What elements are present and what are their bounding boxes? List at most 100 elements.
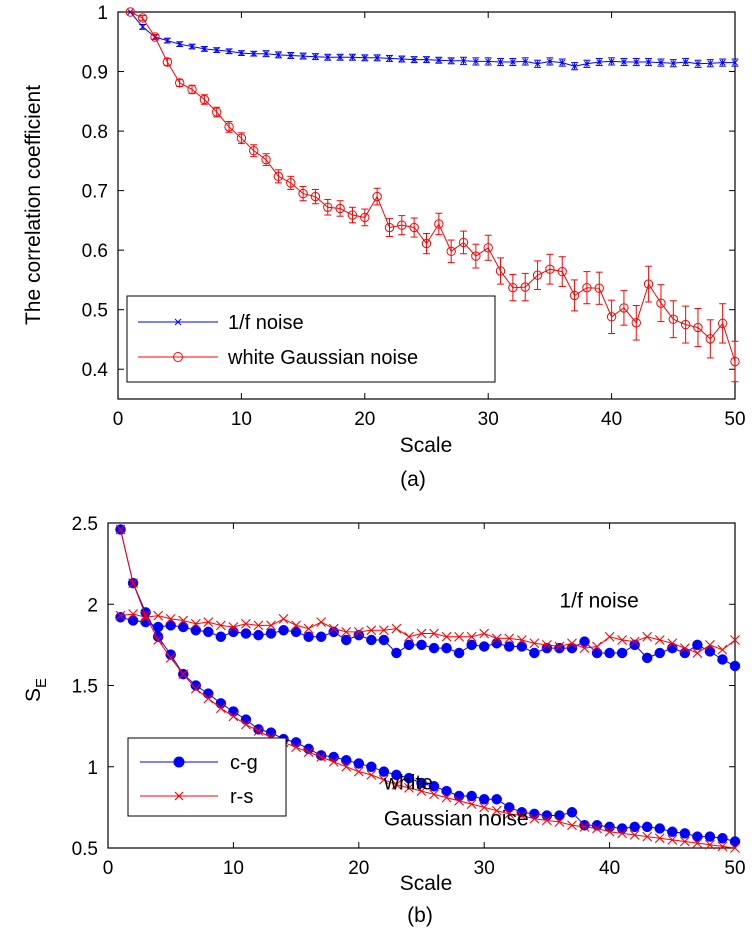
b-series-2-point <box>491 794 502 805</box>
b-series-1-point <box>391 623 402 634</box>
a-series-0-point <box>411 56 418 63</box>
panel-b-legend-box <box>127 737 287 817</box>
a-series-1-point <box>372 191 382 202</box>
a-series-1-point <box>471 251 481 261</box>
b-xtick-label: 0 <box>103 858 114 879</box>
a-series-1-point <box>397 220 407 230</box>
panel-b-caption: (b) <box>407 904 433 927</box>
b-series-2-point <box>378 766 390 777</box>
b-series-1-point <box>153 610 164 621</box>
b-series-3-point <box>717 841 728 852</box>
b-series-1-point <box>667 638 678 649</box>
b-series-0-point <box>278 625 289 636</box>
panel-a-axes-frame <box>117 11 736 400</box>
b-series-0-point <box>341 634 352 646</box>
a-series-1-point <box>656 298 666 308</box>
a-series-0-point <box>608 58 615 65</box>
b-series-3-point <box>404 782 414 793</box>
b-series-3-point <box>366 769 377 780</box>
b-series-1-point <box>128 609 138 619</box>
b-xtick-label: 40 <box>599 858 620 879</box>
b-series-1-point <box>491 633 502 644</box>
a-series-1-point <box>730 356 740 367</box>
b-series-1-point <box>341 626 352 637</box>
b-series-3-point <box>730 843 740 853</box>
b-ytick-label: 0.5 <box>72 839 98 860</box>
a-series-0-point <box>226 48 232 55</box>
b-xtick-label: 30 <box>474 858 495 879</box>
b-series-2-point <box>554 810 565 821</box>
b-series-1-point <box>730 635 740 645</box>
a-series-0-point <box>584 60 590 67</box>
b-series-1-point <box>115 610 126 621</box>
b-series-1-point <box>504 633 515 644</box>
a-series-1-point <box>286 178 296 188</box>
a-series-1-point <box>495 266 506 276</box>
b-series-1-point <box>291 620 301 631</box>
a-xtick-label: 20 <box>354 409 375 430</box>
b-series-3-point <box>253 726 264 736</box>
b-series-0-point <box>215 631 227 642</box>
b-series-2-point <box>566 807 578 818</box>
panel-a-legend: 1/f noise white Gaussian noise <box>126 295 496 383</box>
b-series-2-point <box>579 820 590 831</box>
b-series-1-point <box>604 631 615 642</box>
a-xtick-label: 30 <box>478 409 499 430</box>
b-series-1-point <box>642 631 653 642</box>
b-series-2-point <box>215 698 227 709</box>
panel-a-correlation-chart: 0 10 20 30 40 50 0.4 0.5 0.6 0.7 0.8 0.9 1 Scale The… <box>22 3 746 491</box>
a-series-1-point <box>520 282 530 292</box>
panel-b-xlabel: Scale <box>400 872 453 895</box>
a-series-1-point <box>273 171 284 182</box>
a-series-1-point <box>421 238 432 249</box>
a-series-0-point <box>201 46 208 52</box>
b-series-3-point <box>542 815 552 826</box>
b-series-2-point <box>504 802 515 813</box>
b-series-1-point <box>529 638 540 649</box>
a-series-1-point <box>137 13 148 23</box>
a-series-0-point <box>349 54 356 61</box>
b-series-1-point <box>266 620 276 631</box>
b-series-2-point <box>416 777 427 789</box>
b-series-1-point <box>579 643 590 654</box>
b-series-2-point <box>541 810 553 821</box>
a-series-0-point <box>176 41 183 48</box>
a-series-0-point <box>287 52 294 59</box>
a-series-1-point <box>335 203 345 214</box>
a-series-0-point <box>435 57 442 64</box>
b-series-2-point <box>190 680 202 691</box>
b-series-3-point <box>391 779 402 790</box>
b-series-0-point <box>391 647 402 659</box>
b-series-1-point <box>316 617 327 628</box>
panel-a-xlabel: Scale <box>400 434 453 457</box>
legend-a-label-1f: 1/f noise <box>228 312 304 334</box>
a-series-1-point <box>643 279 654 289</box>
a-series-1-point <box>125 7 136 17</box>
b-ytick-label: 1 <box>87 758 98 779</box>
a-ytick-label: 0.6 <box>82 241 108 262</box>
legend-a-label-wgn: white Gaussian noise <box>227 347 418 369</box>
legend-b-label-rs: r-s <box>230 786 253 808</box>
b-series-1-point <box>215 620 226 631</box>
a-series-1-point <box>680 319 691 330</box>
panel-b-ylabel: SE <box>22 678 50 702</box>
b-series-3-point <box>679 836 690 847</box>
a-series-0-point <box>398 56 405 62</box>
a-xtick-label: 10 <box>231 409 252 430</box>
a-series-1-point <box>162 57 173 67</box>
b-series-1-point <box>629 636 640 647</box>
b-series-0-point <box>629 639 640 651</box>
a-series-0-point <box>719 59 726 66</box>
b-series-0-point <box>177 621 189 633</box>
b-annotation: white <box>383 772 433 795</box>
a-series-0-point <box>547 58 553 65</box>
b-xtick-label: 20 <box>348 858 369 879</box>
a-series-0-point <box>485 58 492 65</box>
b-series-2-point <box>428 781 440 792</box>
b-series-1-point <box>542 639 552 650</box>
b-series-1-point <box>692 648 703 658</box>
b-series-0-point <box>717 654 728 665</box>
b-xtick-label: 50 <box>724 858 745 879</box>
b-series-1-point <box>404 631 414 642</box>
b-series-2-point <box>240 714 252 725</box>
